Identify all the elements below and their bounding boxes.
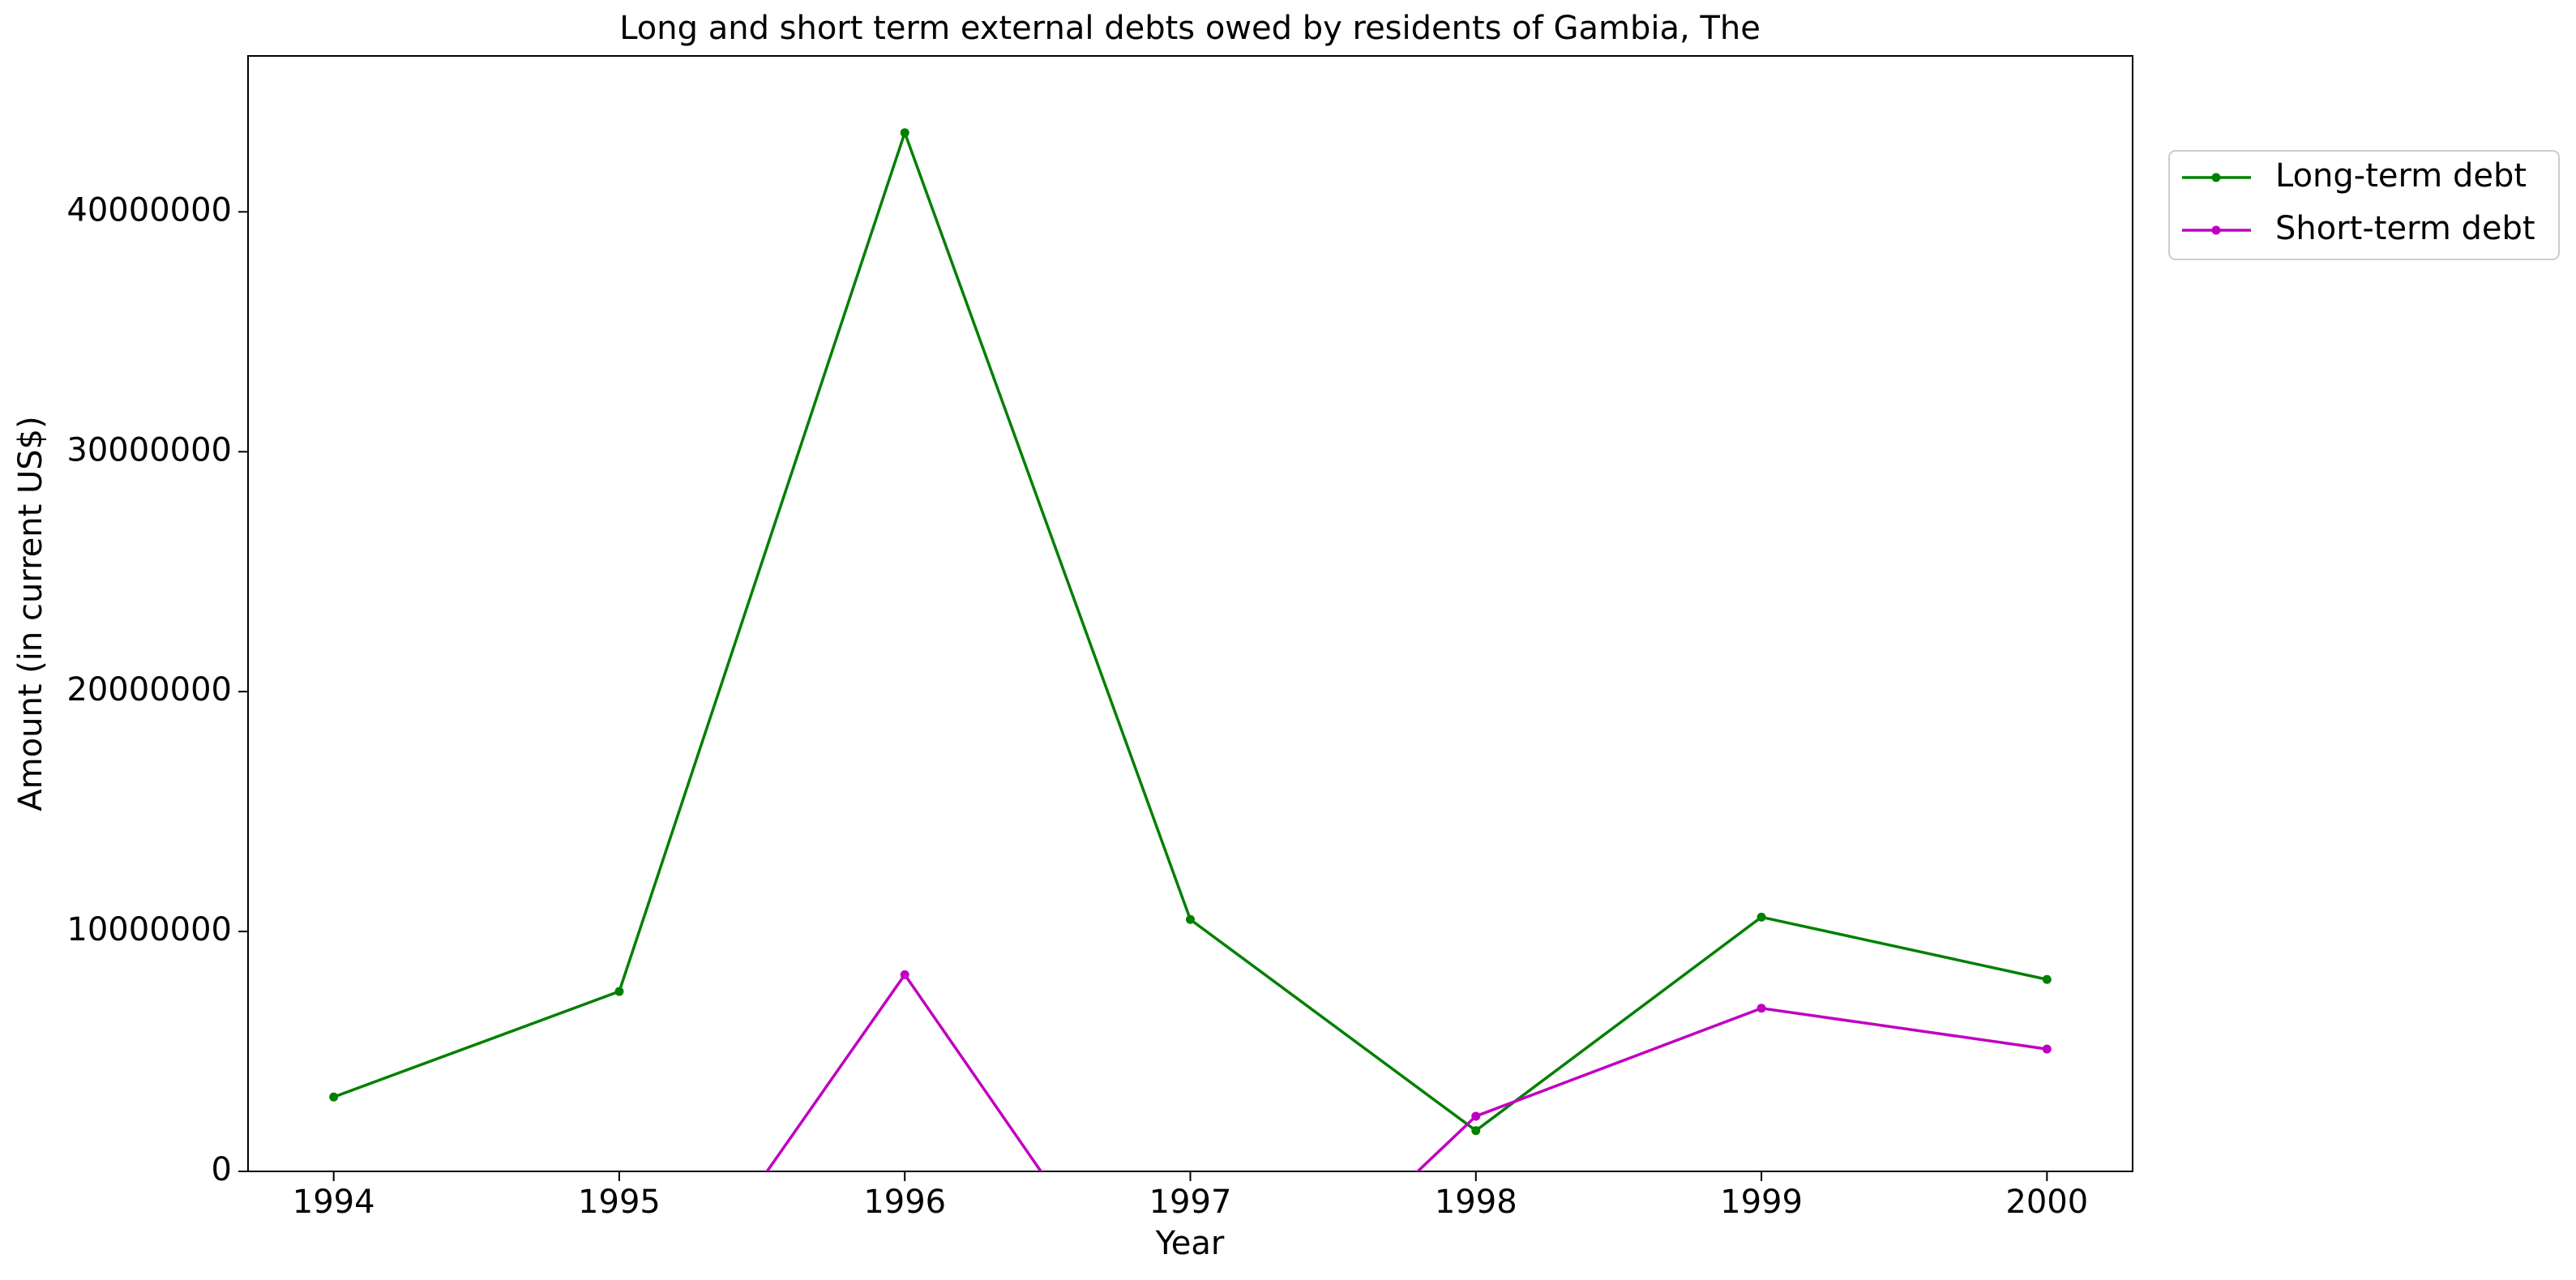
data-point: [900, 128, 909, 138]
x-tick-label: 1997: [1149, 1184, 1232, 1221]
y-tick-label: 20000000: [66, 671, 232, 708]
x-tick-label: 1994: [293, 1184, 375, 1221]
y-tick-label: 10000000: [66, 911, 232, 948]
plot-area: [329, 128, 2052, 1171]
legend-label: Short-term debt: [2275, 210, 2535, 247]
y-tick-label: 0: [212, 1151, 232, 1188]
x-tick-label: 2000: [2005, 1184, 2088, 1221]
data-point: [1471, 1111, 1481, 1121]
legend-label: Long-term debt: [2275, 157, 2527, 195]
chart-title: Long and short term external debts owed …: [619, 10, 1761, 47]
data-point: [1471, 1126, 1481, 1136]
data-point: [900, 970, 909, 979]
data-point: [1186, 914, 1195, 924]
legend-marker: [2211, 173, 2221, 182]
legend-marker: [2211, 225, 2221, 235]
legend: Long-term debt Short-term debt: [2168, 150, 2560, 260]
data-point: [329, 1092, 339, 1102]
y-axis-label: Amount (in current US$): [12, 416, 49, 811]
y-tick-label: 40000000: [66, 191, 232, 229]
x-tick-label: 1996: [863, 1184, 946, 1221]
data-point: [1757, 1004, 1766, 1013]
data-point: [1757, 912, 1766, 922]
x-axis-label: Year: [1155, 1225, 1225, 1262]
x-tick-label: 1995: [578, 1184, 661, 1221]
x-tick-label: 1998: [1435, 1184, 1517, 1221]
series-line: [765, 972, 2048, 1171]
data-point: [614, 987, 624, 996]
data-point: [2042, 1044, 2052, 1054]
y-tick-label: 30000000: [66, 431, 232, 469]
legend-box: [2168, 150, 2560, 260]
x-tick-label: 1999: [1720, 1184, 1803, 1221]
data-point: [2042, 974, 2052, 984]
